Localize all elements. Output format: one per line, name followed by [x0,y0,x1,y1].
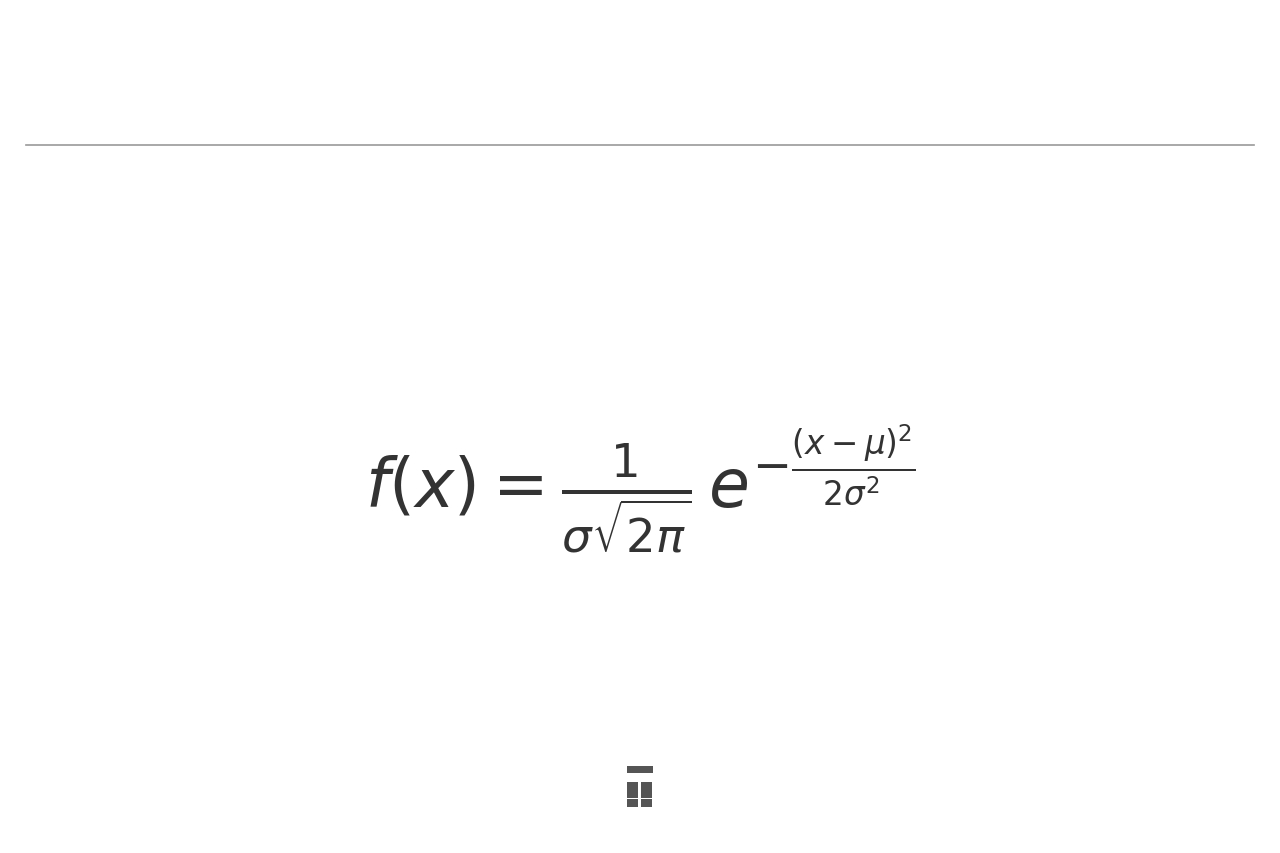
Text: www.inchcalculator.com: www.inchcalculator.com [489,821,791,845]
Bar [641,791,652,798]
Text: $f(x) = \frac{1}{\sigma\sqrt{2\pi}}\,e^{-\frac{(x-\mu)^2}{2\sigma^2}}$: $f(x) = \frac{1}{\sigma\sqrt{2\pi}}\,e^{… [365,422,915,555]
Bar [627,766,653,774]
Bar [641,782,652,791]
Bar [627,791,637,798]
Bar [641,798,652,807]
Text: Normal Distribution Formula: Normal Distribution Formula [110,29,1170,102]
Bar [625,766,655,807]
Text: Probability Density Function: Probability Density Function [329,180,951,223]
Bar [627,782,637,791]
Bar [627,798,637,807]
